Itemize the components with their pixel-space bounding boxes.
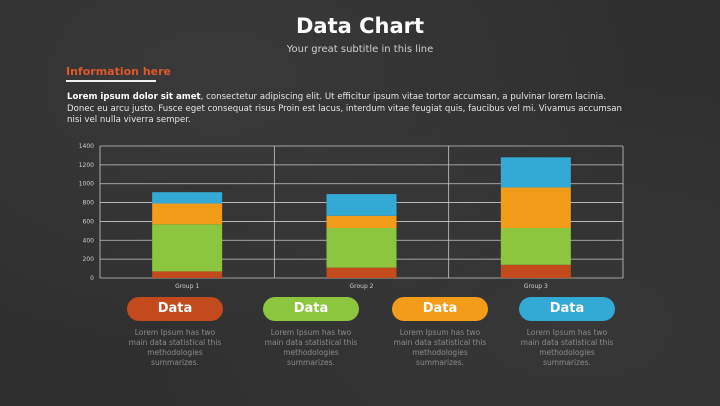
bar-segment-1-4 [152,192,223,204]
info-paragraph-rest: , consectetur adipiscing elit. Ut effici… [67,92,622,125]
info-heading: Information here [66,65,171,78]
y-tick-label: 1200 [79,162,94,169]
y-tick-label: 1000 [79,181,94,188]
bar-segment-3-1 [500,264,571,278]
legend-desc-1: Lorem Ipsum has two main data statistica… [128,328,222,367]
legend-desc-3: Lorem Ipsum has two main data statistica… [393,328,487,367]
bar-segment-1-2 [152,224,223,272]
legend-desc-2: Lorem Ipsum has two main data statistica… [264,328,358,367]
bar-segment-2-3 [326,215,397,229]
legend-pill-3: Data [392,297,488,321]
bar-segment-1-3 [152,203,223,225]
bar-segment-2-2 [326,228,397,268]
x-tick-label: Group 2 [350,283,374,290]
x-tick-label: Group 3 [524,283,548,290]
bar-segment-2-1 [326,267,397,278]
legend-pill-2: Data [263,297,359,321]
bar-segment-1-1 [152,271,223,278]
legend-pill-4: Data [519,297,615,321]
x-tick-label: Group 1 [175,283,199,290]
page-title: Data Chart [295,14,425,38]
bar-segment-2-4 [326,194,397,216]
info-paragraph-bold: Lorem ipsum dolor sit amet [67,92,201,102]
y-tick-label: 200 [83,256,95,263]
info-paragraph: Lorem ipsum dolor sit amet, consectetur … [67,92,627,127]
y-tick-label: 600 [83,218,95,225]
legend-pill-1: Data [127,297,223,321]
legend-desc-4: Lorem Ipsum has two main data statistica… [520,328,614,367]
page-subtitle: Your great subtitle in this line [286,44,434,55]
y-tick-label: 0 [90,275,94,282]
y-tick-label: 400 [83,237,95,244]
bar-segment-3-4 [500,157,571,188]
y-tick-label: 800 [83,200,95,207]
y-tick-label: 1400 [79,143,94,150]
info-underline [66,80,156,82]
bar-segment-3-2 [500,228,571,265]
bar-segment-3-3 [500,187,571,229]
